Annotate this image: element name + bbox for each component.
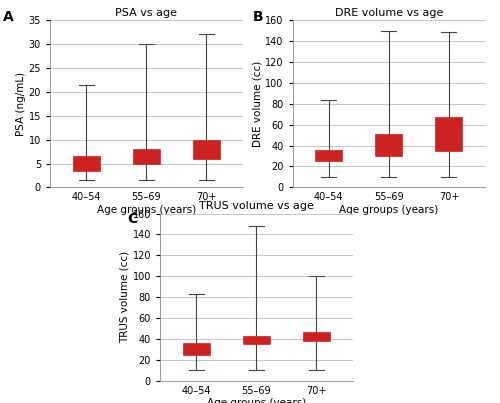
X-axis label: Age groups (years): Age groups (years) — [339, 205, 438, 215]
X-axis label: Age groups (years): Age groups (years) — [96, 205, 196, 215]
Text: A: A — [2, 10, 13, 24]
Title: PSA vs age: PSA vs age — [115, 8, 177, 18]
Title: TRUS volume vs age: TRUS volume vs age — [199, 202, 314, 212]
Bar — [315, 150, 342, 161]
Bar — [375, 134, 402, 156]
Bar — [182, 343, 210, 355]
Text: C: C — [128, 212, 138, 226]
X-axis label: Age groups (years): Age groups (years) — [206, 399, 306, 403]
Bar — [303, 332, 330, 341]
Bar — [193, 139, 220, 159]
Bar — [72, 156, 100, 171]
Bar — [242, 336, 270, 344]
Title: DRE volume vs age: DRE volume vs age — [334, 8, 443, 18]
Bar — [132, 149, 160, 164]
Y-axis label: PSA (ng/mL): PSA (ng/mL) — [16, 72, 26, 136]
Bar — [436, 117, 462, 151]
Text: B: B — [252, 10, 263, 24]
Y-axis label: TRUS volume (cc): TRUS volume (cc) — [120, 251, 130, 343]
Y-axis label: DRE volume (cc): DRE volume (cc) — [252, 60, 262, 147]
